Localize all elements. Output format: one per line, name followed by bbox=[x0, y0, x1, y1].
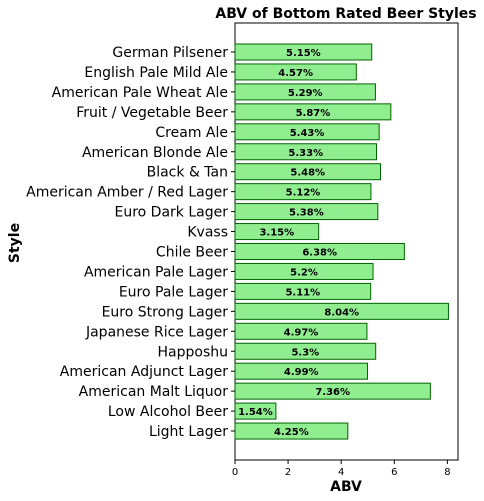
x-axis-label: ABV bbox=[330, 479, 362, 495]
bar-value-label: 5.11% bbox=[285, 287, 320, 298]
bar-value-label: 5.48% bbox=[290, 168, 325, 179]
bar-value-label: 6.38% bbox=[302, 248, 337, 259]
bar-value-label: 4.25% bbox=[274, 427, 309, 438]
x-tick-label: 0 bbox=[232, 467, 238, 478]
category-label: Euro Pale Lager bbox=[119, 284, 228, 300]
x-tick-label: 2 bbox=[285, 467, 291, 478]
category-label: American Amber / Red Lager bbox=[26, 185, 228, 201]
category-label: Euro Strong Lager bbox=[102, 304, 229, 320]
category-label: English Pale Mild Ale bbox=[84, 65, 228, 81]
x-ticks: 0 2 4 6 8 bbox=[232, 460, 451, 478]
bar-value-label: 5.15% bbox=[286, 48, 321, 59]
category-label: Light Lager bbox=[149, 424, 228, 440]
y-axis-label: Style bbox=[7, 223, 23, 263]
plot-area bbox=[234, 22, 459, 461]
bar-value-label: 5.33% bbox=[288, 148, 323, 159]
category-label: German Pilsener bbox=[112, 45, 228, 61]
bar-value-label: 5.38% bbox=[289, 208, 324, 219]
bar-value-label: 5.87% bbox=[296, 108, 331, 119]
bar-value-label: 8.04% bbox=[324, 307, 359, 318]
bar-value-label: 4.57% bbox=[278, 68, 313, 79]
category-label: American Blonde Ale bbox=[82, 145, 228, 161]
bar-value-label: 5.12% bbox=[286, 188, 321, 199]
category-label: American Pale Lager bbox=[84, 264, 228, 280]
bar-value-label: 4.99% bbox=[284, 367, 319, 378]
category-label: Kvass bbox=[187, 225, 228, 241]
bar-value-label: 5.2% bbox=[290, 267, 318, 278]
bar-value-label: 1.54% bbox=[238, 407, 273, 418]
chart-title: ABV of Bottom Rated Beer Styles bbox=[215, 6, 476, 22]
category-label: American Malt Liquor bbox=[79, 384, 229, 400]
bar-value-label: 4.97% bbox=[284, 327, 319, 338]
category-label: American Adjunct Lager bbox=[60, 364, 228, 380]
category-label: Cream Ale bbox=[155, 125, 228, 141]
bars-group: 5.15% 4.57% 5.29% 5.87% 5.43% 5.33% 5.48% 5.12%… bbox=[234, 43, 449, 440]
category-label: Black & Tan bbox=[147, 165, 228, 181]
bar-value-label: 7.36% bbox=[315, 387, 350, 398]
category-label: American Pale Wheat Ale bbox=[52, 85, 228, 101]
x-tick-label: 6 bbox=[391, 467, 397, 478]
x-tick-label: 8 bbox=[444, 467, 450, 478]
bar-value-label: 3.15% bbox=[259, 228, 294, 239]
category-label: Euro Dark Lager bbox=[115, 205, 229, 221]
category-labels: German Pilsener English Pale Mild Ale Amer… bbox=[26, 45, 235, 440]
x-tick-label: 4 bbox=[338, 467, 344, 478]
category-label: Low Alcohol Beer bbox=[108, 404, 228, 420]
bar-value-label: 5.3% bbox=[291, 347, 319, 358]
bar-value-label: 5.43% bbox=[290, 128, 325, 139]
bar-value-label: 5.29% bbox=[288, 88, 323, 99]
category-label: Japanese Rice Lager bbox=[85, 324, 228, 340]
category-label: Happoshu bbox=[158, 344, 229, 360]
category-label: Fruit / Vegetable Beer bbox=[76, 105, 228, 121]
category-label: Chile Beer bbox=[156, 245, 228, 261]
